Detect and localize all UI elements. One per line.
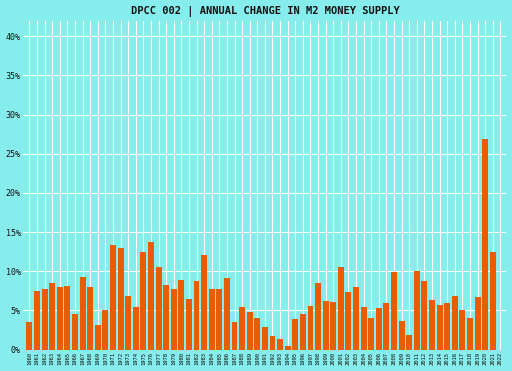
Bar: [217, 289, 222, 349]
Bar: [171, 289, 177, 349]
Bar: [414, 271, 420, 349]
Bar: [308, 306, 313, 349]
Bar: [247, 312, 252, 349]
Bar: [231, 322, 238, 349]
Bar: [65, 286, 70, 349]
Bar: [467, 318, 473, 349]
Bar: [186, 299, 192, 349]
Bar: [254, 318, 260, 349]
Bar: [178, 280, 184, 349]
Bar: [475, 297, 481, 349]
Bar: [41, 289, 48, 349]
Bar: [57, 287, 63, 349]
Bar: [194, 281, 200, 349]
Bar: [360, 306, 367, 349]
Bar: [34, 291, 40, 349]
Bar: [87, 287, 93, 349]
Bar: [391, 272, 397, 349]
Bar: [110, 244, 116, 349]
Bar: [80, 277, 86, 349]
Bar: [224, 278, 230, 349]
Bar: [163, 285, 169, 349]
Bar: [376, 308, 382, 349]
Bar: [262, 327, 268, 349]
Title: DPCC 002 | ANNUAL CHANGE IN M2 MONEY SUPPLY: DPCC 002 | ANNUAL CHANGE IN M2 MONEY SUP…: [131, 6, 399, 17]
Bar: [459, 310, 465, 349]
Bar: [346, 292, 351, 349]
Bar: [353, 287, 359, 349]
Bar: [269, 335, 275, 349]
Bar: [201, 255, 207, 349]
Bar: [399, 321, 404, 349]
Bar: [156, 267, 161, 349]
Bar: [125, 296, 131, 349]
Bar: [315, 283, 321, 349]
Bar: [323, 301, 329, 349]
Bar: [383, 303, 390, 349]
Bar: [140, 252, 146, 349]
Bar: [421, 281, 428, 349]
Bar: [406, 335, 412, 349]
Bar: [239, 306, 245, 349]
Bar: [292, 319, 298, 349]
Bar: [482, 139, 488, 349]
Bar: [133, 306, 139, 349]
Bar: [368, 318, 374, 349]
Bar: [95, 325, 101, 349]
Bar: [118, 248, 123, 349]
Bar: [285, 346, 291, 349]
Bar: [338, 267, 344, 349]
Bar: [490, 252, 496, 349]
Bar: [444, 303, 450, 349]
Bar: [148, 242, 154, 349]
Bar: [27, 322, 32, 349]
Bar: [330, 302, 336, 349]
Bar: [437, 305, 442, 349]
Bar: [452, 296, 458, 349]
Bar: [102, 310, 109, 349]
Bar: [209, 289, 215, 349]
Bar: [300, 313, 306, 349]
Bar: [72, 313, 78, 349]
Bar: [277, 339, 283, 349]
Bar: [429, 300, 435, 349]
Bar: [49, 283, 55, 349]
